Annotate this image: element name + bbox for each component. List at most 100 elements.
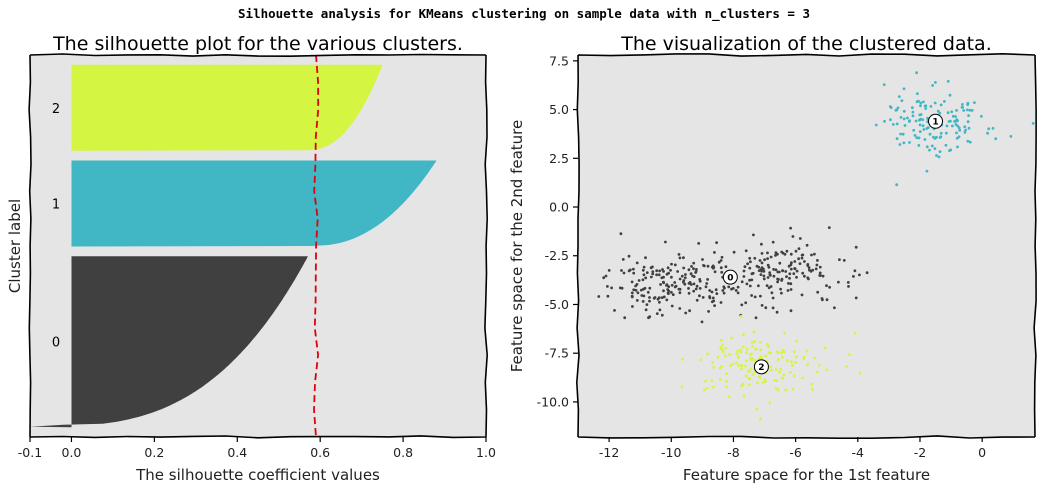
scatter-point bbox=[734, 289, 738, 292]
scatter-point bbox=[950, 110, 954, 114]
scatter-point bbox=[775, 310, 779, 314]
scatter-point bbox=[658, 269, 662, 273]
scatter-point bbox=[801, 253, 805, 257]
scatter-point bbox=[720, 270, 724, 274]
scatter-point bbox=[934, 81, 937, 84]
scatter-point bbox=[604, 274, 608, 278]
scatter-point bbox=[752, 233, 755, 237]
scatter-point bbox=[660, 296, 664, 299]
scatter-point bbox=[931, 84, 934, 87]
scatter-point bbox=[759, 340, 762, 344]
scatter-point bbox=[919, 113, 923, 116]
scatter-point bbox=[639, 288, 643, 292]
scatter-point bbox=[670, 291, 673, 294]
scatter-point bbox=[620, 269, 623, 272]
scatter-point bbox=[755, 407, 759, 411]
silhouette-cluster-labels: 0 1 2 bbox=[52, 102, 60, 351]
scatter-y-tick-label: 2.5 bbox=[549, 151, 569, 166]
scatter-point bbox=[634, 288, 638, 292]
scatter-point bbox=[786, 289, 790, 292]
scatter-point bbox=[680, 357, 684, 361]
scatter-point bbox=[883, 119, 886, 123]
scatter-point bbox=[781, 251, 785, 255]
scatter-point bbox=[707, 310, 710, 313]
scatter-point bbox=[748, 266, 752, 270]
scatter-point bbox=[725, 372, 728, 375]
silhouette-x-tick-label: 0.6 bbox=[310, 445, 330, 460]
scatter-point bbox=[956, 145, 959, 149]
scatter-point bbox=[774, 268, 778, 272]
scatter-point bbox=[759, 294, 762, 298]
scatter-point bbox=[692, 289, 696, 293]
scatter-point bbox=[961, 103, 964, 106]
scatter-point bbox=[740, 280, 744, 284]
scatter-point bbox=[711, 385, 715, 389]
scatter-point bbox=[695, 268, 698, 271]
scatter-point bbox=[968, 140, 972, 144]
scatter-point bbox=[810, 382, 814, 386]
scatter-point bbox=[648, 296, 651, 299]
scatter-point bbox=[757, 375, 761, 379]
scatter-point bbox=[776, 280, 779, 284]
scatter-point bbox=[689, 283, 693, 286]
scatter-point bbox=[645, 271, 649, 274]
scatter-point bbox=[753, 295, 757, 299]
scatter-point bbox=[806, 263, 810, 266]
scatter-point bbox=[678, 277, 682, 281]
scatter-point bbox=[745, 351, 748, 354]
scatter-point bbox=[641, 300, 645, 303]
scatter-point bbox=[888, 105, 892, 108]
scatter-point bbox=[720, 339, 723, 342]
scatter-point bbox=[751, 344, 754, 348]
scatter-point bbox=[955, 109, 958, 112]
scatter-point bbox=[644, 276, 648, 280]
scatter-y-tick-label: -2.5 bbox=[545, 248, 569, 263]
scatter-point bbox=[702, 264, 705, 267]
scatter-point bbox=[922, 100, 925, 104]
scatter-point bbox=[901, 132, 905, 136]
scatter-point bbox=[667, 285, 671, 288]
scatter-point bbox=[641, 268, 645, 272]
scatter-point bbox=[719, 266, 723, 270]
scatter-point bbox=[924, 107, 928, 110]
scatter-point bbox=[730, 287, 733, 291]
scatter-point bbox=[895, 108, 899, 112]
scatter-point bbox=[939, 131, 943, 135]
scatter-point bbox=[744, 359, 748, 362]
average-silhouette-line bbox=[313, 54, 320, 438]
scatter-point bbox=[789, 252, 793, 256]
scatter-point bbox=[765, 284, 769, 287]
scatter-point bbox=[779, 287, 782, 291]
scatter-point bbox=[968, 108, 972, 112]
cluster-scatter-plot: 0 1 2 -12 -10 -8 -6 -4 -2 0 -10.0 -7.5 -5.0 -2.5 0.0… bbox=[508, 33, 1037, 484]
scatter-point bbox=[785, 249, 789, 253]
cluster-center-marker bbox=[753, 359, 769, 375]
scatter-point bbox=[716, 355, 720, 359]
scatter-point bbox=[747, 377, 751, 380]
scatter-point bbox=[767, 265, 771, 269]
scatter-point bbox=[739, 349, 743, 353]
scatter-point bbox=[711, 265, 714, 269]
scatter-point bbox=[781, 269, 784, 273]
scatter-point bbox=[946, 111, 950, 115]
scatter-point bbox=[921, 124, 925, 128]
scatter-point bbox=[794, 355, 798, 359]
scatter-point bbox=[741, 345, 745, 349]
scatter-point bbox=[889, 118, 892, 122]
scatter-point bbox=[759, 417, 762, 421]
scatter-point bbox=[916, 92, 919, 95]
scatter-point bbox=[710, 379, 714, 382]
scatter-point bbox=[719, 301, 723, 304]
scatter-point bbox=[811, 388, 814, 391]
scatter-point bbox=[740, 384, 744, 388]
scatter-point bbox=[967, 114, 970, 117]
scatter-point bbox=[764, 354, 768, 358]
scatter-point bbox=[744, 301, 748, 305]
scatter-point bbox=[678, 256, 682, 260]
scatter-point bbox=[613, 309, 616, 312]
scatter-point bbox=[748, 353, 752, 357]
scatter-point bbox=[951, 124, 954, 128]
scatter-point bbox=[803, 260, 806, 263]
scatter-point bbox=[632, 288, 636, 292]
scatter-point bbox=[737, 356, 740, 359]
